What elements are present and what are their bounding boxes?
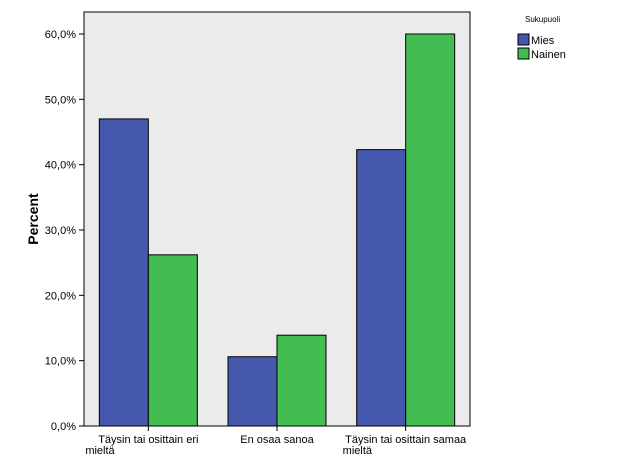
x-category-label: Täysin tai osittain samaa mieltä (343, 434, 467, 457)
y-tick-label: 10,0% (45, 356, 76, 368)
legend: Sukupuoli Mies Nainen (517, 15, 566, 61)
y-tick-label: 60,0% (45, 29, 76, 41)
x-category-label: Täysin tai osittain eri mieltä (85, 434, 198, 457)
bar-mies (98, 118, 149, 427)
legend-label-nainen: Nainen (531, 49, 566, 61)
y-tick-label: 0,0% (51, 421, 76, 433)
y-tick-label: 40,0% (45, 160, 76, 172)
x-category-label: En osaa sanoa (240, 434, 314, 446)
y-tick-label: 50,0% (45, 94, 76, 106)
legend-title: Sukupuoli (525, 15, 560, 24)
legend-label-mies: Mies (531, 35, 555, 47)
y-tick-label: 20,0% (45, 290, 76, 302)
legend-swatch-mies (517, 33, 530, 46)
bar-mies (227, 356, 278, 427)
bar-nainen (405, 33, 456, 427)
bar-nainen (147, 254, 198, 427)
legend-swatch-nainen (517, 47, 530, 60)
y-tick-label: 30,0% (45, 225, 76, 237)
bar-nainen (276, 334, 327, 427)
bar-mies (356, 149, 407, 427)
y-axis-title: Percent (25, 193, 41, 245)
